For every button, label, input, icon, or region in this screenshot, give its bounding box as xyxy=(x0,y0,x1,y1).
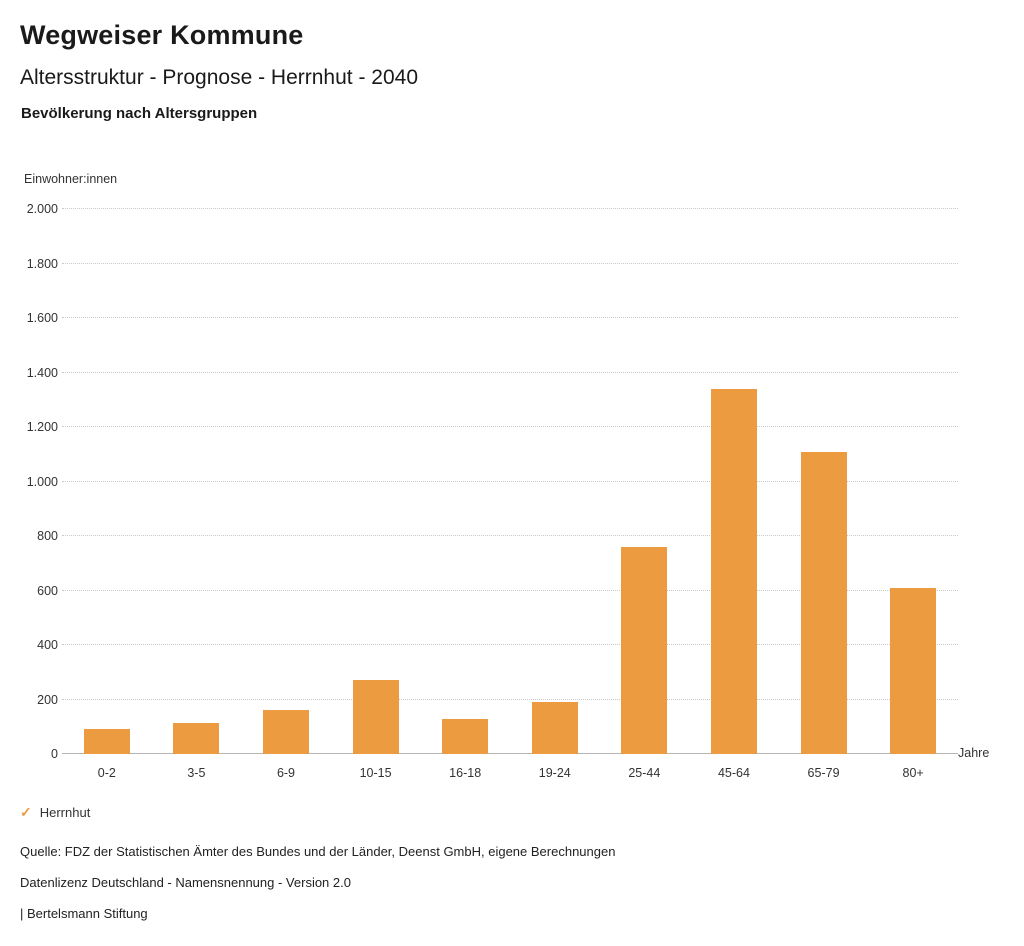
y-tick-label: 1.600 xyxy=(26,311,58,325)
bar-80+[interactable] xyxy=(890,587,937,754)
bar-10-15[interactable] xyxy=(352,680,399,754)
license-text: Datenlizenz Deutschland - Namensnennung … xyxy=(20,875,351,890)
bar-column xyxy=(241,209,331,754)
x-tick-label: 80+ xyxy=(902,766,924,780)
y-tick-label: 1.800 xyxy=(26,256,58,271)
bar-column xyxy=(689,209,779,754)
y-axis-tick-labels: 0 200 400 600 800 1.000 1.200 1.400 1.600 1.800 2.… xyxy=(0,202,58,761)
bar-25-44[interactable] xyxy=(621,546,668,754)
plot-area xyxy=(62,208,958,754)
y-tick-label: 0 xyxy=(51,747,58,761)
bar-column xyxy=(62,209,152,754)
check-icon: ✓ xyxy=(20,804,32,820)
x-tick-label: 6-9 xyxy=(276,766,296,780)
x-tick-label: 16-18 xyxy=(449,766,482,780)
x-axis-baseline xyxy=(62,753,958,754)
gridline xyxy=(62,480,958,482)
bar-3-5[interactable] xyxy=(173,722,220,754)
source-text: Quelle: FDZ der Statistischen Ämter des … xyxy=(20,844,616,859)
bar-column xyxy=(600,209,690,754)
bar-19-24[interactable] xyxy=(531,702,578,754)
bar-column xyxy=(510,209,600,754)
bar-0-2[interactable] xyxy=(83,729,130,754)
bar-45-64[interactable] xyxy=(710,388,757,754)
bar-column xyxy=(779,209,869,754)
gridline xyxy=(62,589,958,591)
legend-item-herrnhut[interactable]: ✓ Herrnhut xyxy=(20,804,90,821)
gridline xyxy=(62,426,958,427)
gridline xyxy=(62,644,958,645)
gridline xyxy=(62,535,958,536)
chart-section-title: Bevölkerung nach Altersgruppen xyxy=(21,105,258,122)
y-tick-label: 1.400 xyxy=(26,365,58,380)
bar-column xyxy=(868,209,958,754)
bar-65-79[interactable] xyxy=(800,451,847,754)
y-tick-label: 1.000 xyxy=(26,474,58,489)
y-tick-label: 1.200 xyxy=(26,420,58,434)
bar-16-18[interactable] xyxy=(442,718,489,754)
chart-subtitle: Altersstruktur - Prognose - Herrnhut - 2… xyxy=(20,66,418,89)
x-tick-label: 3-5 xyxy=(187,766,206,780)
gridline xyxy=(62,208,958,209)
page-title: Wegweiser Kommune xyxy=(20,20,304,50)
x-tick-label: 10-15 xyxy=(359,766,392,780)
bar-column xyxy=(420,209,510,754)
x-tick-label: 65-79 xyxy=(807,766,840,780)
bar-6-9[interactable] xyxy=(262,710,309,754)
gridline xyxy=(62,262,958,264)
bar-column xyxy=(152,209,242,754)
gridline xyxy=(62,371,958,373)
attribution-text: | Bertelsmann Stiftung xyxy=(20,906,148,921)
bar-series xyxy=(62,209,958,754)
legend-label: Herrnhut xyxy=(39,805,91,820)
x-axis-tick-labels: 0-2 3-5 6-9 10-15 16-18 19-24 25-44 45-64 65-79 8… xyxy=(62,766,958,780)
gridline xyxy=(62,698,958,700)
y-tick-label: 800 xyxy=(37,529,58,543)
gridline xyxy=(62,317,958,318)
x-tick-label: 0-2 xyxy=(97,766,116,780)
x-axis-unit-label: Jahre xyxy=(958,746,990,760)
y-tick-label: 400 xyxy=(37,638,58,652)
x-tick-label: 45-64 xyxy=(717,766,750,780)
y-tick-label: 600 xyxy=(37,583,58,598)
bar-column xyxy=(331,209,421,754)
x-tick-label: 25-44 xyxy=(628,766,661,780)
y-tick-label: 2.000 xyxy=(26,202,58,216)
x-tick-label: 19-24 xyxy=(538,766,571,780)
y-tick-label: 200 xyxy=(37,692,58,707)
y-axis-title: Einwohner:innen xyxy=(24,172,118,186)
